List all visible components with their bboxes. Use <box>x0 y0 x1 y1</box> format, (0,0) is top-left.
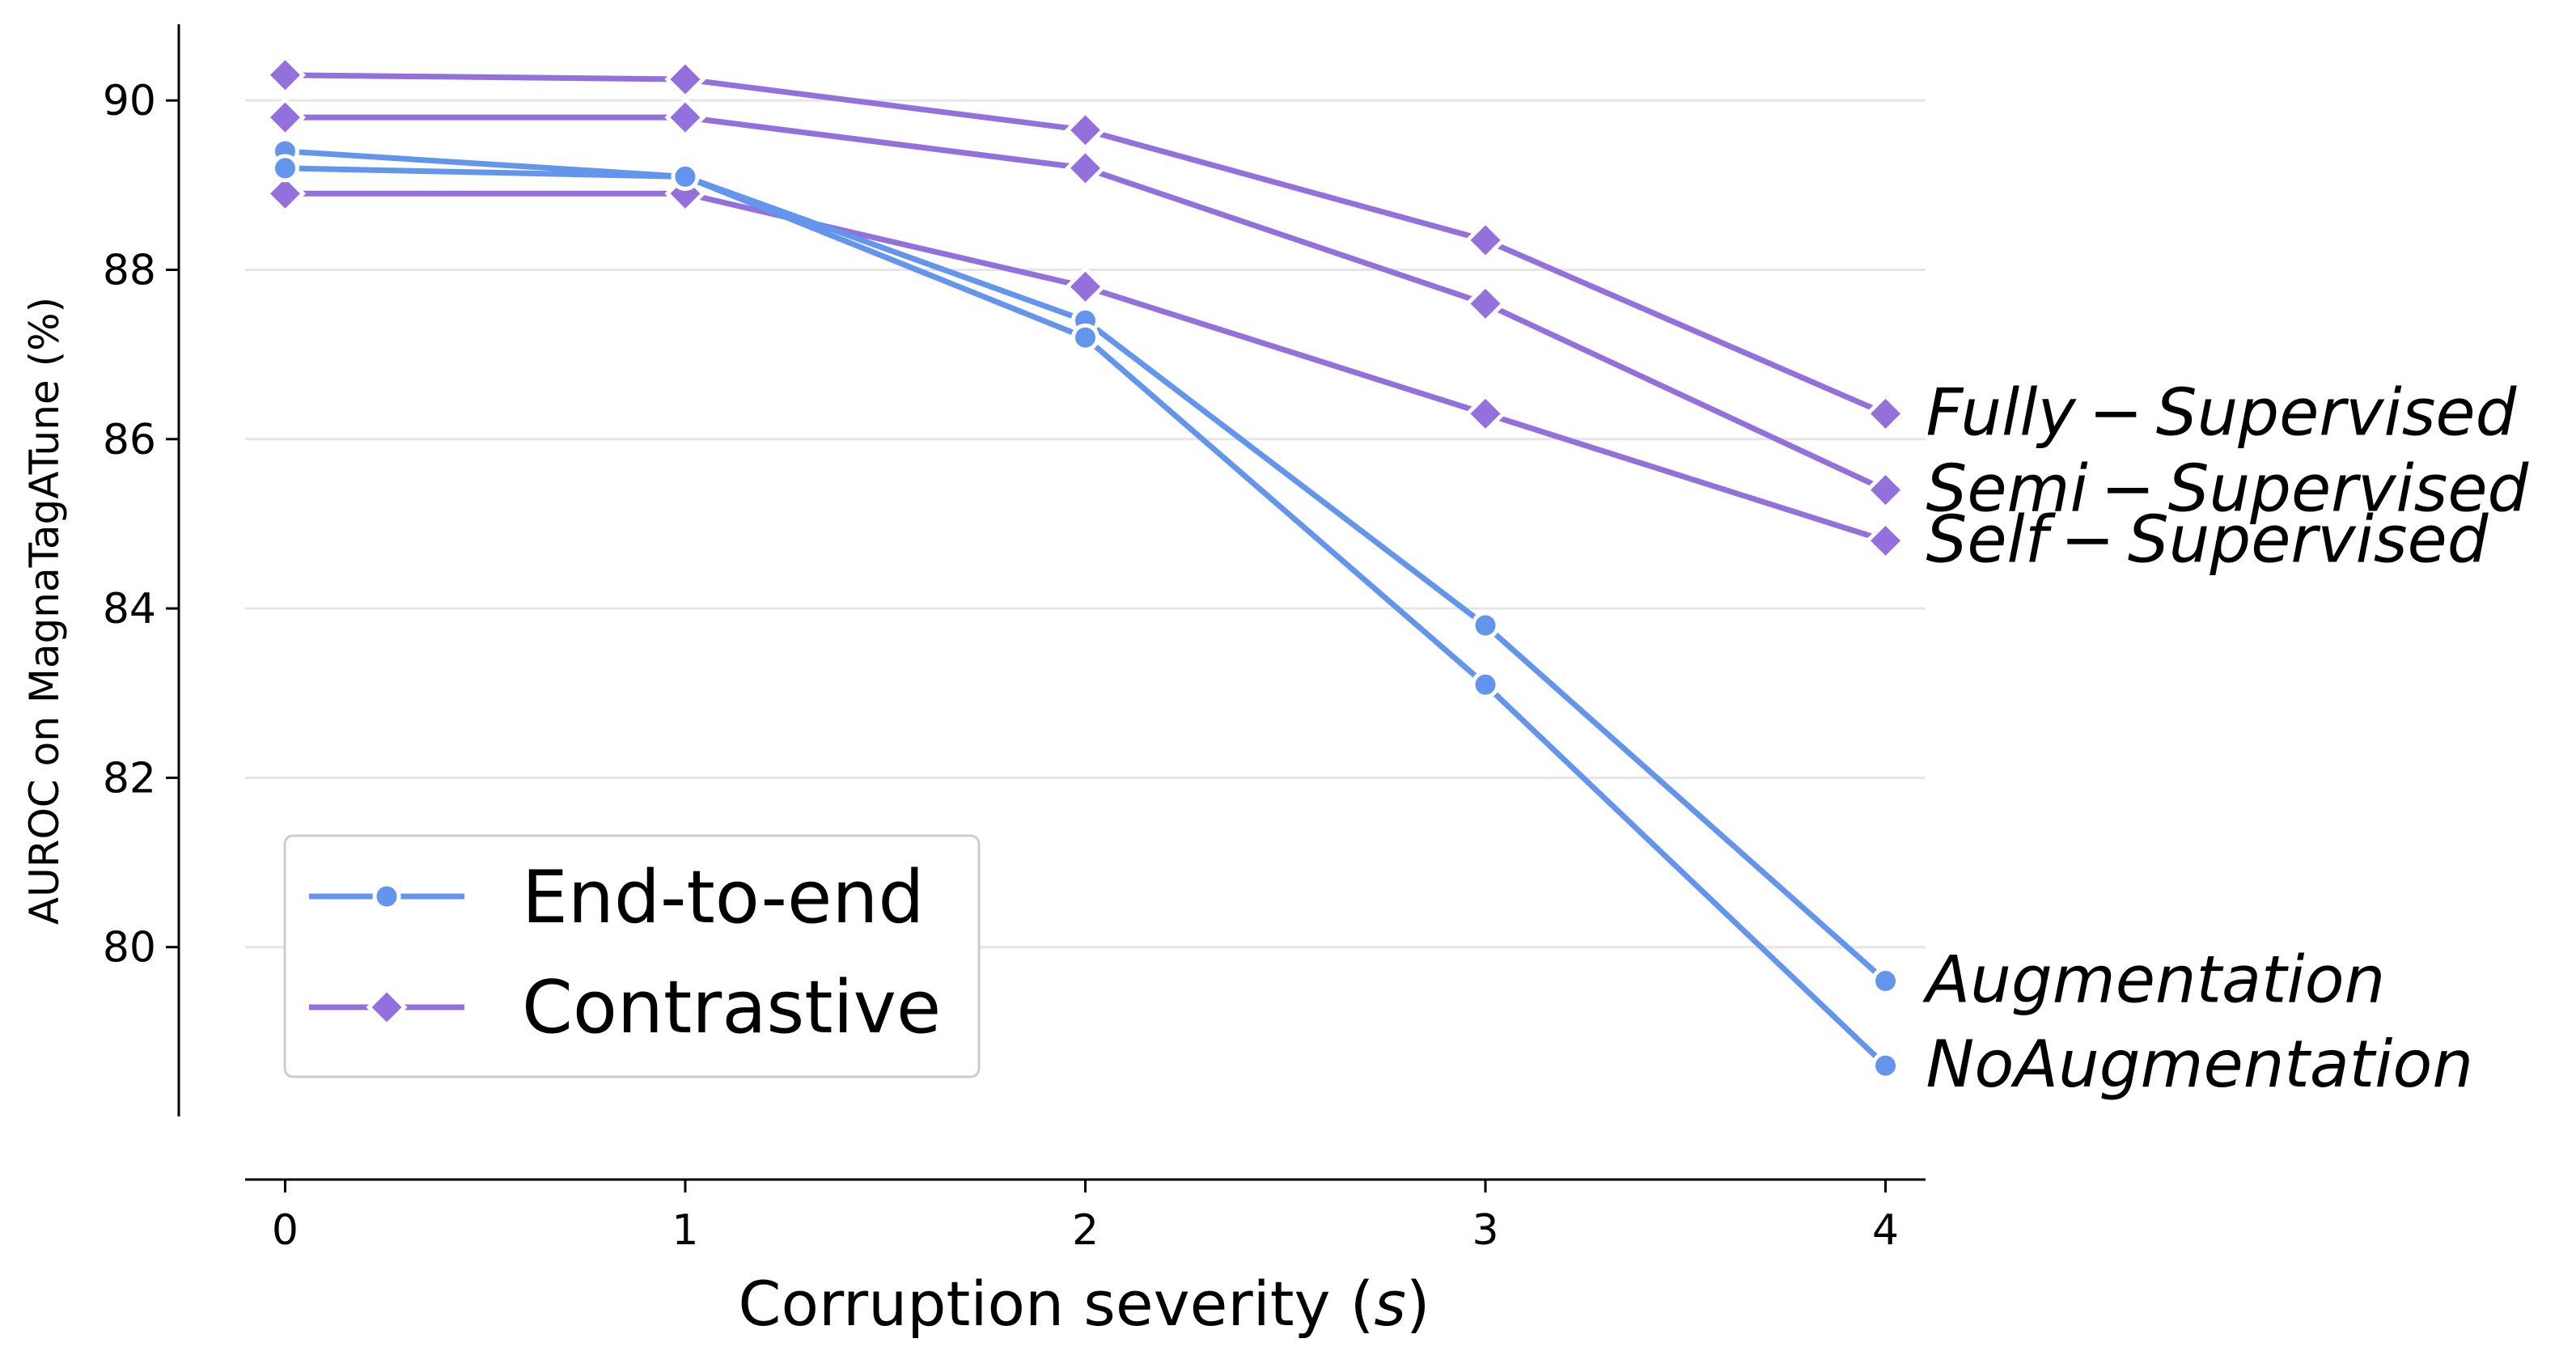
data-point-diamond <box>1064 147 1107 189</box>
legend-label-contrastive: Contrastive <box>522 965 941 1050</box>
data-point-diamond <box>264 96 306 138</box>
x-tick-label: 2 <box>1072 1206 1099 1255</box>
data-point-diamond <box>664 58 706 100</box>
gridlines <box>245 99 1926 949</box>
data-point-circle <box>1871 1051 1900 1080</box>
series-label-augmentation: Augmentation <box>1922 943 2386 1018</box>
data-point-diamond <box>264 172 306 214</box>
legend-entry-end-to-end: End-to-end <box>309 855 925 940</box>
data-point-diamond <box>1464 282 1506 324</box>
series-semi-supervised <box>264 96 1907 511</box>
data-point-diamond <box>1464 219 1506 261</box>
x-axis-title-prefix: Corruption severity ( <box>738 1268 1374 1340</box>
legend-entry-contrastive: Contrastive <box>309 965 941 1050</box>
data-point-diamond <box>1464 392 1506 434</box>
data-point-diamond <box>1865 469 1907 511</box>
data-point-circle <box>1871 967 1900 996</box>
series-line-self-supervised <box>285 190 1887 544</box>
data-point-diamond <box>664 96 706 138</box>
data-point-diamond <box>1865 519 1907 561</box>
data-point-circle <box>671 162 700 191</box>
y-tick-label: 86 <box>103 416 156 464</box>
x-ticks: 0 1 2 3 4 <box>272 1180 1899 1255</box>
y-tick-label: 80 <box>103 924 156 972</box>
series <box>264 54 1907 1080</box>
y-tick-label: 88 <box>103 246 156 294</box>
data-point-circle <box>1471 611 1500 640</box>
y-axis-title: AUROC on MagnaTagATune (%) <box>21 297 68 925</box>
series-noaugmentation <box>270 154 1900 1080</box>
data-point-circle <box>270 154 299 183</box>
x-tick-label: 4 <box>1872 1206 1899 1255</box>
data-point-diamond <box>1865 392 1907 434</box>
x-axis-title-variable: s <box>1374 1268 1406 1340</box>
legend-marker-diamond <box>366 986 408 1028</box>
y-tick-label: 90 <box>103 77 156 125</box>
x-axis-title: Corruption severity (s) <box>738 1268 1430 1340</box>
data-point-circle <box>1071 323 1099 352</box>
series-label-fully-supervised: Fully − Supervised <box>1926 375 2518 450</box>
series-fully-supervised <box>264 54 1907 434</box>
data-point-circle <box>1471 670 1500 699</box>
data-point-diamond <box>264 54 306 96</box>
y-ticks: 80 82 84 86 88 90 <box>103 77 179 972</box>
y-tick-label: 84 <box>103 585 156 633</box>
series-label-noaugmentation: NoAugmentation <box>1926 1027 2473 1102</box>
series-self-supervised <box>264 172 1907 561</box>
x-tick-label: 1 <box>672 1206 698 1255</box>
legend-marker-circle <box>372 882 401 911</box>
x-tick-label: 3 <box>1472 1206 1498 1255</box>
y-tick-label: 82 <box>103 754 156 803</box>
series-label-semi-supervised: Semi − Supervised <box>1926 451 2530 527</box>
x-tick-label: 0 <box>272 1206 299 1255</box>
data-point-diamond <box>1064 109 1107 151</box>
data-point-diamond <box>1064 265 1107 307</box>
legend-label-end-to-end: End-to-end <box>522 855 925 940</box>
x-axis-title-suffix: ) <box>1406 1268 1430 1340</box>
series-label-self-supervised: Self − Supervised <box>1926 502 2489 577</box>
legend: End-to-end Contrastive <box>283 834 981 1078</box>
